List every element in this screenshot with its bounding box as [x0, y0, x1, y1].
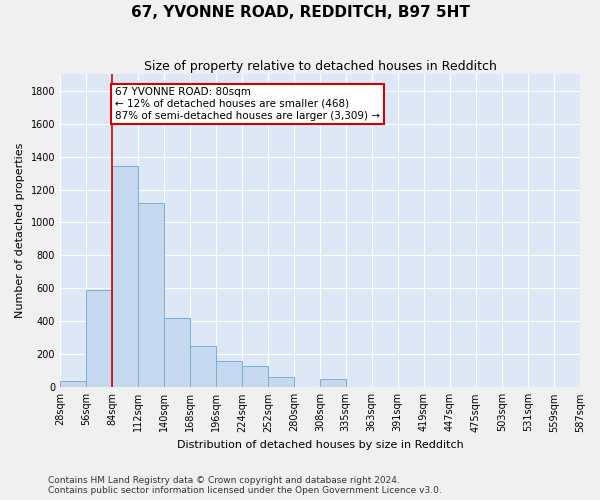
Text: 67, YVONNE ROAD, REDDITCH, B97 5HT: 67, YVONNE ROAD, REDDITCH, B97 5HT: [131, 5, 469, 20]
Y-axis label: Number of detached properties: Number of detached properties: [15, 143, 25, 318]
Title: Size of property relative to detached houses in Redditch: Size of property relative to detached ho…: [143, 60, 496, 73]
Bar: [190, 346, 217, 388]
Bar: [112, 166, 138, 388]
X-axis label: Distribution of detached houses by size in Redditch: Distribution of detached houses by size …: [176, 440, 463, 450]
Bar: [60, 380, 86, 388]
Bar: [242, 366, 268, 388]
Bar: [268, 378, 295, 388]
Text: Contains HM Land Registry data © Crown copyright and database right 2024.
Contai: Contains HM Land Registry data © Crown c…: [48, 476, 442, 495]
Text: 67 YVONNE ROAD: 80sqm
← 12% of detached houses are smaller (468)
87% of semi-det: 67 YVONNE ROAD: 80sqm ← 12% of detached …: [115, 88, 380, 120]
Bar: [86, 290, 112, 388]
Bar: [164, 318, 190, 388]
Bar: [138, 202, 164, 388]
Bar: [217, 361, 242, 388]
Bar: [320, 379, 346, 388]
